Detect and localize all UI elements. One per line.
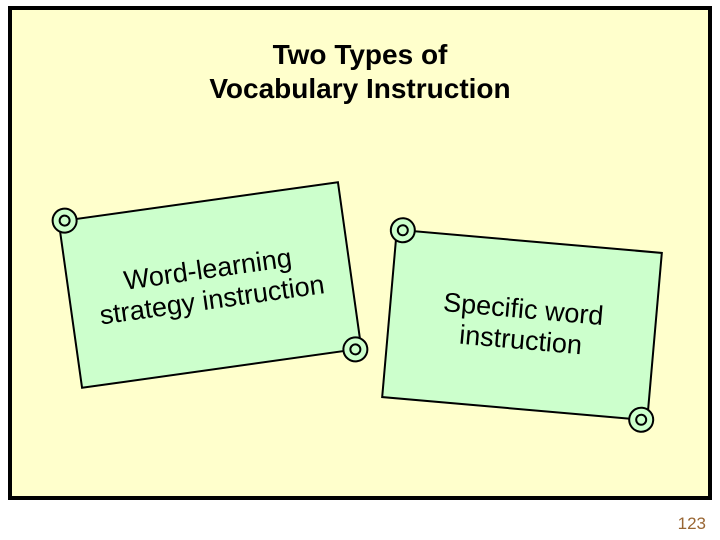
scroll-left-text: Word-learning strategy instruction: [93, 238, 326, 331]
scroll-curl-icon: [389, 216, 417, 244]
scroll-curl-icon: [627, 406, 655, 434]
scroll-left-body: Word-learning strategy instruction: [58, 181, 363, 389]
scroll-right-body: Specific word instruction: [381, 229, 663, 422]
scroll-right: Specific word instruction: [381, 229, 663, 422]
scroll-curl-inner-icon: [58, 214, 72, 228]
scroll-curl-inner-icon: [349, 343, 363, 357]
scroll-right-text: Specific word instruction: [439, 287, 604, 363]
title-line-2: Vocabulary Instruction: [209, 73, 510, 104]
slide-title: Two Types of Vocabulary Instruction: [12, 38, 708, 105]
scroll-curl-icon: [341, 335, 370, 364]
page-number: 123: [678, 514, 706, 534]
scroll-curl-icon: [50, 206, 79, 235]
scroll-left: Word-learning strategy instruction: [58, 181, 363, 389]
slide-body: Two Types of Vocabulary Instruction Word…: [12, 10, 708, 496]
scroll-curl-inner-icon: [396, 224, 409, 237]
slide-frame: Two Types of Vocabulary Instruction Word…: [8, 6, 712, 500]
scroll-curl-inner-icon: [635, 413, 648, 426]
title-line-1: Two Types of: [273, 39, 448, 70]
